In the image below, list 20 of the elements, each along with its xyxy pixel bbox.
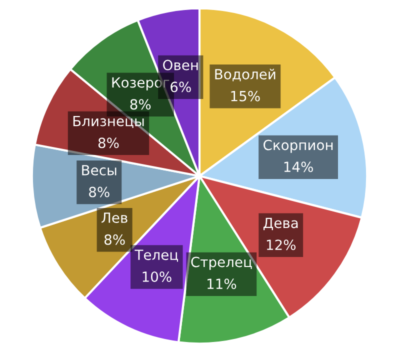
data-label: 8% <box>89 186 110 198</box>
slice-label: Дева <box>264 218 298 230</box>
data-label: 6% <box>170 82 191 92</box>
data-label: 8% <box>130 99 151 110</box>
data-label: 11% <box>208 278 236 290</box>
data-label: 12% <box>266 240 296 250</box>
slice-label: Козерог <box>112 77 170 90</box>
slice-label: Овен <box>163 60 198 70</box>
data-label: 14% <box>284 162 313 172</box>
data-label: 15% <box>231 90 260 102</box>
slice-label: Близнецы <box>73 116 144 128</box>
slice-label: Весы <box>82 165 116 176</box>
slice-label: Стрелец <box>191 256 252 270</box>
data-label: 8% <box>104 234 125 245</box>
slice-label: Скорпион <box>264 140 333 153</box>
data-label: 8% <box>98 138 119 148</box>
data-label: 10% <box>142 271 172 282</box>
slice-label: Лев <box>102 212 128 223</box>
slice-label: Телец <box>134 250 178 262</box>
slice-label: Водолей <box>215 68 276 82</box>
